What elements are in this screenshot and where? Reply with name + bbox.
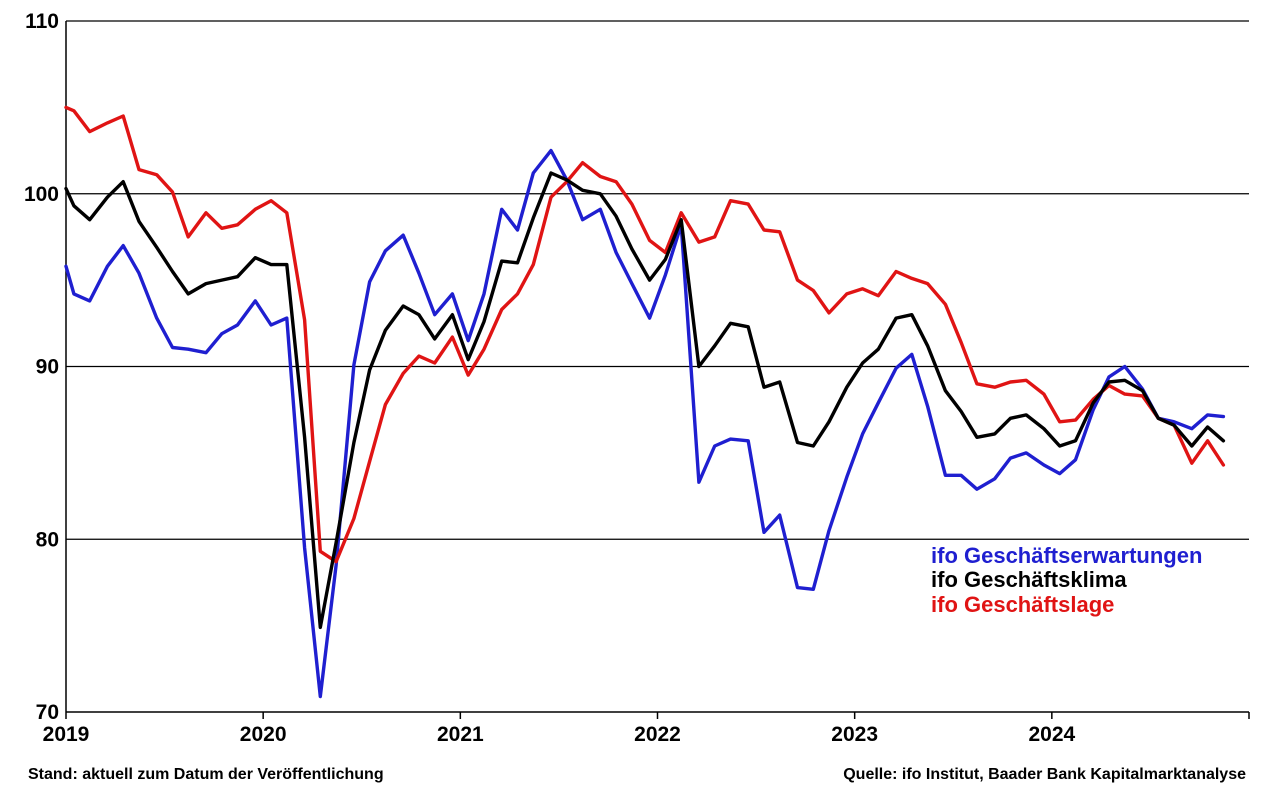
- axes: [65, 21, 1250, 719]
- legend: ifo Geschäftserwartungen ifo Geschäftskl…: [931, 543, 1202, 617]
- gridlines: [66, 20, 1249, 540]
- y-tick-label-80: 80: [36, 528, 59, 551]
- footer-stand-note: Stand: aktuell zum Datum der Veröffentli…: [28, 766, 384, 783]
- tick-labels: 70 80 90 100 110 2019 2020 2021 2022 2023 2024: [24, 10, 1076, 746]
- series-lines: [64, 105, 1226, 699]
- series-line-lage: [64, 105, 1226, 564]
- footer-source-note: Quelle: ifo Institut, Baader Bank Kapita…: [843, 766, 1246, 783]
- x-tick-label-2022: 2022: [634, 723, 681, 746]
- legend-entry-lage: ifo Geschäftslage: [931, 592, 1114, 617]
- y-tick-label-70: 70: [36, 701, 59, 724]
- y-tick-label-110: 110: [25, 10, 59, 33]
- x-tick-label-2024: 2024: [1028, 723, 1075, 746]
- series-line-klima: [64, 171, 1226, 630]
- y-tick-label-100: 100: [24, 183, 59, 206]
- series-line-erwartungen: [64, 148, 1226, 699]
- y-tick-label-90: 90: [36, 356, 59, 379]
- x-tick-label-2021: 2021: [437, 723, 484, 746]
- x-tick-label-2019: 2019: [43, 723, 90, 746]
- x-tick-label-2020: 2020: [240, 723, 287, 746]
- legend-entry-klima: ifo Geschäftsklima: [931, 567, 1127, 592]
- legend-entry-erwartungen: ifo Geschäftserwartungen: [931, 543, 1202, 568]
- x-tick-label-2023: 2023: [831, 723, 878, 746]
